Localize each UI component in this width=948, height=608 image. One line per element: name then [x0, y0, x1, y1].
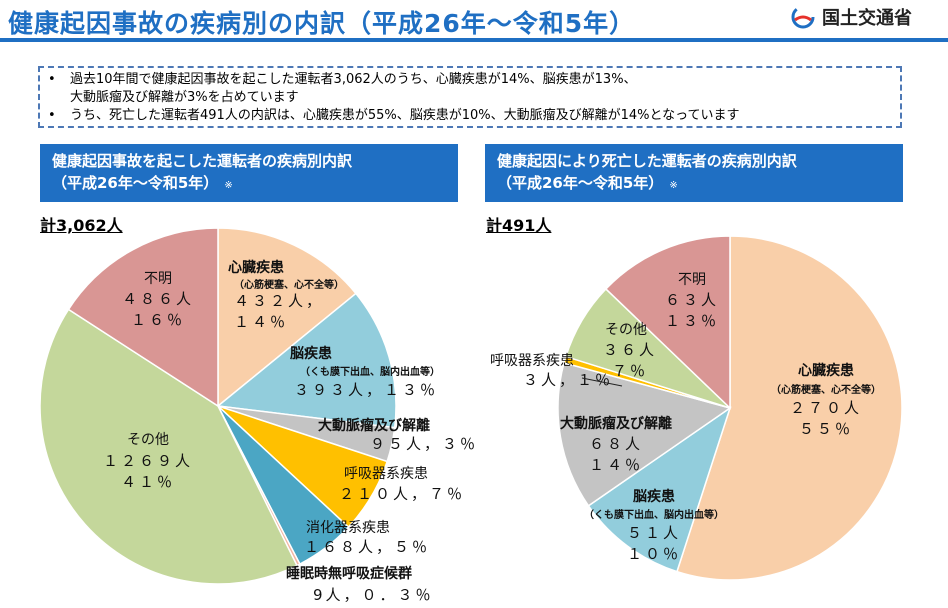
- right-heading-line2: （平成26年～令和5年）: [497, 174, 664, 192]
- left-label-heart-pct: １４％: [234, 313, 288, 331]
- left-label-other-count: １２６９人: [103, 452, 193, 470]
- right-heading-line1: 健康起因により死亡した運転者の疾病別内訳: [497, 152, 797, 170]
- left-label-other-pct: ４１％: [121, 473, 175, 491]
- left-label-unknown-pct: １６％: [131, 311, 185, 329]
- summary-text-1: 過去10年間で健康起因事故を起こした運転者3,062人のうち、心臓疾患が14%、…: [70, 72, 637, 87]
- logo-text: 国土交通省: [822, 8, 912, 29]
- left-label-unknown-count: ４８６人: [122, 290, 194, 308]
- right-label-unknown-name: 不明: [678, 272, 706, 288]
- left-slice-other: [39, 308, 298, 585]
- right-label-heart-pct: ５５％: [799, 420, 853, 438]
- right-label-aorta-pct: １４％: [589, 456, 643, 474]
- ministry-logo: 国土交通省: [790, 4, 912, 30]
- left-slice-heart: [217, 227, 357, 408]
- right-label-resp-count: ３人，１％: [523, 371, 613, 389]
- right-label-aorta-name: 大動脈瘤及び解離: [560, 415, 672, 432]
- left-label-resp-count: ２１０人，７％: [339, 485, 465, 503]
- right-label-unknown-pct: １３％: [665, 312, 719, 330]
- left-pie: [39, 227, 397, 585]
- summary-box: • 過去10年間で健康起因事故を起こした運転者3,062人のうち、心臓疾患が14%…: [38, 66, 902, 128]
- left-label-heart-name: 心臓疾患: [228, 259, 284, 276]
- mlit-emblem-icon: [791, 5, 815, 29]
- right-label-heart-sub: （心筋梗塞、心不全等）: [771, 383, 881, 396]
- title-underline: [0, 38, 948, 42]
- right-pie: [557, 235, 903, 581]
- left-heading-line1: 健康起因事故を起こした運転者の疾病別内訳: [52, 152, 353, 170]
- left-label-other-name: その他: [127, 432, 169, 448]
- page-title: 健康起因事故の疾病別の内訳（平成26年～令和5年）: [8, 9, 636, 38]
- summary-bullet-1: • 過去10年間で健康起因事故を起こした運転者3,062人のうち、心臓疾患が14%…: [48, 72, 637, 87]
- right-heading-note: ※: [669, 180, 678, 191]
- right-label-brain-name: 脳疾患: [633, 488, 675, 505]
- left-label-digest-count: １６８人，５％: [304, 538, 430, 556]
- left-label-sleep-name: 睡眠時無呼吸症候群: [286, 565, 412, 582]
- left-label-heart-sub: （心筋梗塞、心不全等）: [234, 278, 344, 291]
- left-label-brain-count: ３９３人，１３％: [294, 381, 438, 399]
- left-label-aorta-name: 大動脈瘤及び解離: [318, 417, 430, 434]
- right-total: 計491人: [486, 216, 552, 235]
- summary-text-1-cont: 大動脈瘤及び解離が3%を占めています: [70, 90, 299, 105]
- left-heading-line2: （平成26年～令和5年）: [52, 174, 219, 192]
- left-label-brain-sub: （くも膜下出血、脳内出血等）: [300, 365, 440, 378]
- right-slice-unknown: [604, 235, 731, 410]
- left-heading-note: ※: [224, 180, 233, 191]
- right-label-other-count: ３６人: [603, 341, 657, 359]
- left-slice-brain: [216, 292, 397, 429]
- left-label-digest-name: 消化器系疾患: [306, 520, 390, 536]
- right-resp-leader-line: [581, 377, 623, 387]
- left-label-unknown-name: 不明: [144, 271, 172, 287]
- summary-text-2: うち、死亡した運転者491人の内訳は、心臓疾患が55%、脳疾患が10%、大動脈瘤…: [70, 108, 740, 123]
- left-label-aorta-count: ９５人，３％: [370, 435, 478, 453]
- left-slice-unknown: [67, 227, 219, 408]
- right-slice-aorta: [557, 361, 732, 507]
- left-label-heart-count: ４３２人，: [234, 292, 324, 310]
- right-label-heart-name: 心臓疾患: [798, 362, 854, 379]
- right-slice-heart: [676, 235, 903, 581]
- right-label-resp-name: 呼吸器系疾患: [490, 353, 574, 369]
- summary-bullet-1-cont: 大動脈瘤及び解離が3%を占めています: [48, 89, 892, 107]
- right-label-other-name: その他: [605, 322, 647, 338]
- right-slice-brain: [587, 406, 732, 573]
- left-total: 計3,062人: [40, 216, 123, 235]
- right-label-brain-sub: （くも膜下出血、脳内出血等）: [584, 508, 724, 521]
- right-label-aorta-count: ６８人: [589, 435, 643, 453]
- right-label-other-pct: ７％: [612, 362, 648, 380]
- right-label-heart-count: ２７０人: [790, 399, 862, 417]
- right-chart-heading: 健康起因により死亡した運転者の疾病別内訳 （平成26年～令和5年） ※: [485, 144, 903, 202]
- left-label-brain-name: 脳疾患: [290, 345, 332, 362]
- summary-bullet-2: • うち、死亡した運転者491人の内訳は、心臓疾患が55%、脳疾患が10%、大動脈…: [48, 108, 740, 123]
- left-label-sleep-count: 9人，０．３％: [313, 586, 434, 604]
- left-label-resp-name: 呼吸器系疾患: [344, 466, 428, 482]
- right-label-brain-count: ５１人: [627, 524, 681, 542]
- right-label-unknown-count: ６３人: [665, 291, 719, 309]
- left-chart-heading: 健康起因事故を起こした運転者の疾病別内訳 （平成26年～令和5年） ※: [40, 144, 458, 202]
- right-label-brain-pct: １０％: [627, 545, 681, 563]
